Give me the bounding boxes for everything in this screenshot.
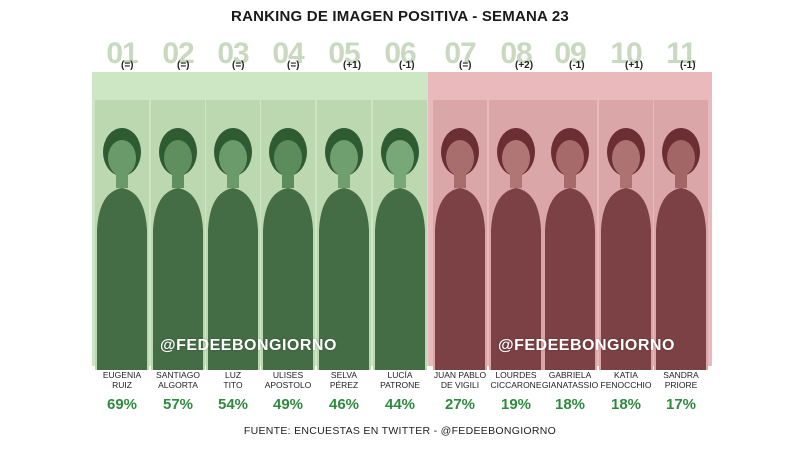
percent-value: 17% — [665, 396, 697, 413]
contestant-name: LUCÍA PATRONE — [365, 370, 435, 390]
name-line-1: GABRIELA — [548, 370, 592, 380]
name-line-1: SANDRA — [663, 370, 699, 380]
contestant-name: LUZ TITO — [198, 370, 268, 390]
name-line-2: FENOCCHIO — [600, 380, 652, 390]
name-line-2: APOSTOLO — [264, 380, 312, 390]
contestant-photo — [95, 100, 149, 406]
percent-value: 49% — [272, 396, 304, 413]
name-line-1: SELVA — [330, 370, 358, 380]
rank-change: (+2) — [515, 60, 534, 71]
name-line-1: JUAN PABLO — [433, 370, 487, 380]
contestant-photo — [317, 100, 371, 406]
name-line-2: PRIORE — [664, 380, 698, 390]
rank-number: 11 — [666, 37, 697, 70]
name-line-2: TITO — [223, 380, 243, 390]
name-line-1: LUCÍA — [387, 370, 413, 380]
contestant-name: GABRIELA GIANATASSIO — [535, 370, 605, 390]
rank-change: (=) — [232, 60, 245, 71]
rank-change: (=) — [459, 60, 472, 71]
rank-change: (-1) — [569, 60, 585, 71]
rank-number: 08 — [500, 37, 532, 70]
rank-number: 07 — [444, 37, 476, 70]
rank-number: 06 — [384, 37, 416, 70]
contestant-name: SANDRA PRIORE — [646, 370, 716, 390]
name-line-2: PÉREZ — [329, 380, 359, 390]
rank-number: 05 — [328, 37, 360, 70]
contestant-name: SANTIAGO ALGORTA — [143, 370, 213, 390]
rank-change: (=) — [121, 60, 134, 71]
name-line-1: LUZ — [224, 370, 242, 380]
rank-change: (-1) — [680, 60, 696, 71]
percent-value: 44% — [384, 396, 416, 413]
name-line-2: ALGORTA — [158, 380, 198, 390]
rank-change: (+1) — [625, 60, 644, 71]
rank-change: (=) — [287, 60, 300, 71]
rank-number: 01 — [106, 37, 138, 70]
name-line-2: PATRONE — [380, 380, 420, 390]
percent-value: 46% — [328, 396, 360, 413]
page-title: RANKING DE IMAGEN POSITIVA - SEMANA 23 — [231, 8, 569, 25]
rank-number: 02 — [162, 37, 194, 70]
name-line-1: LOURDES — [495, 370, 537, 380]
percent-value: 69% — [106, 396, 138, 413]
name-line-1: EUGENIA — [102, 370, 142, 380]
name-line-1: KATIA — [614, 370, 638, 380]
rank-change: (+1) — [343, 60, 362, 71]
name-line-2: GIANATASSIO — [541, 380, 599, 390]
contestant-name: JUAN PABLO DE VIGILI — [425, 370, 495, 390]
contestant-photo — [151, 100, 205, 406]
footer-source: FUENTE: ENCUESTAS EN TWITTER - @FEDEEBON… — [243, 425, 557, 437]
contestant-photo — [489, 100, 543, 406]
percent-value: 54% — [217, 396, 249, 413]
rank-change: (=) — [177, 60, 190, 71]
contestant-photo — [261, 100, 315, 406]
name-line-1: SANTIAGO — [156, 370, 200, 380]
watermark-left: @FEDEEBONGIORNO — [160, 337, 337, 354]
percent-value: 27% — [444, 396, 476, 413]
percent-value: 57% — [162, 396, 194, 413]
rank-change: (-1) — [399, 60, 415, 71]
percent-value: 18% — [610, 396, 642, 413]
rank-number: 04 — [272, 37, 304, 70]
percent-value: 18% — [554, 396, 586, 413]
name-line-2: CICCARONE — [490, 380, 542, 390]
rank-number: 03 — [217, 37, 249, 70]
watermark-right: @FEDEEBONGIORNO — [498, 337, 675, 354]
name-line-1: ULISES — [272, 370, 304, 380]
name-line-2: RUIZ — [112, 380, 132, 390]
contestant-name: ULISES APOSTOLO — [253, 370, 323, 390]
contestant-name: SELVA PÉREZ — [309, 370, 379, 390]
rank-number: 09 — [554, 37, 586, 70]
contestant-name: EUGENIA RUIZ — [87, 370, 157, 390]
contestant-photo — [206, 100, 260, 406]
contestant-photo — [599, 100, 653, 406]
contestant-photo — [433, 100, 487, 406]
contestant-photo — [373, 100, 427, 406]
contestant-photo — [654, 100, 708, 406]
name-line-2: DE VIGILI — [440, 380, 480, 390]
contestant-name: LOURDES CICCARONE — [481, 370, 551, 390]
rank-number: 10 — [610, 37, 642, 70]
contestant-name: KATIA FENOCCHIO — [591, 370, 661, 390]
percent-value: 19% — [500, 396, 532, 413]
contestant-photo — [543, 100, 597, 406]
